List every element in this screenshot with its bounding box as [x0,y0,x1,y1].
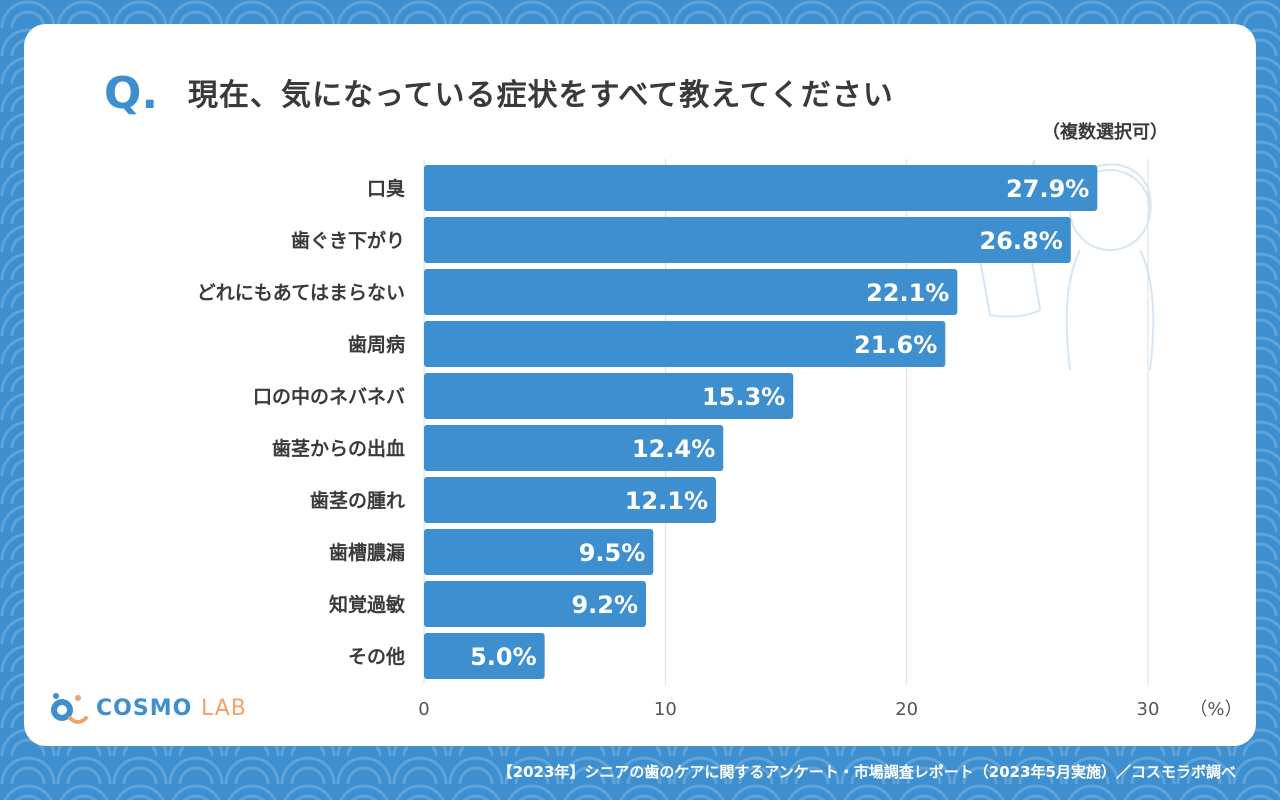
logo-text: COSMO LAB [96,696,247,721]
category-label: 歯茎の腫れ [310,489,405,512]
logo-sub: LAB [200,695,247,721]
value-label: 9.5% [579,539,646,567]
value-label: 27.9% [1006,175,1089,203]
category-label: どれにもあてはまらない [197,282,405,304]
chart-title: 現在、気になっている症状をすべて教えてください [188,78,894,113]
category-label: その他 [348,645,405,668]
value-label: 15.3% [702,383,785,411]
question-mark: Q. [104,68,159,119]
category-label: 歯茎からの出血 [272,437,405,460]
value-label: 12.4% [632,435,715,463]
bar [424,217,1071,263]
category-label: 口臭 [367,177,405,200]
x-tick-label: 30 [1137,699,1160,720]
x-tick-label: 10 [654,699,677,720]
bar [424,165,1098,211]
x-tick-label: 0 [418,699,429,720]
value-label: 26.8% [980,227,1063,255]
bar [424,633,545,679]
bar [424,581,647,627]
category-label: 歯槽膿漏 [329,541,405,564]
category-label: 歯ぐき下がり [291,229,405,252]
bar [424,425,724,471]
x-unit-label: （%） [1189,699,1242,720]
bar [424,477,717,523]
value-label: 22.1% [866,279,949,307]
cosmo-logo-icon [51,693,88,724]
bar [424,373,794,419]
bar [424,529,654,575]
category-label: 歯周病 [348,333,405,356]
value-label: 5.0% [470,643,537,671]
logo-main: COSMO [96,695,193,721]
chart-subtitle: （複数選択可） [1042,122,1168,143]
value-label: 12.1% [625,487,708,515]
bar [424,269,958,315]
value-label: 21.6% [854,331,937,359]
cosmo-lab-logo: COSMO LAB [48,686,247,730]
source-note: 【2023年】シニアの歯のケアに関するアンケート・市場調査レポート（2023年5… [497,763,1236,781]
value-label: 9.2% [571,591,638,619]
category-label: 口の中のネバネバ [253,385,405,408]
category-label: 知覚過敏 [329,593,405,616]
x-tick-label: 20 [895,699,918,720]
bar [424,321,946,367]
